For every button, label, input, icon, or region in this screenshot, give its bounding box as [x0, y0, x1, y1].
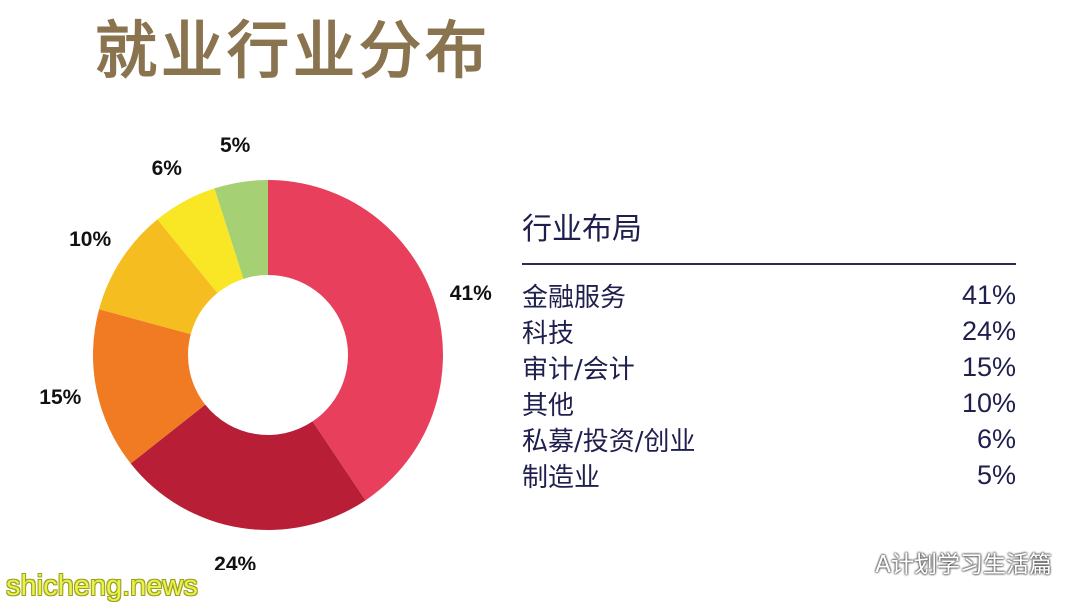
- legend-name: 其他: [522, 390, 575, 421]
- donut-slice: [130, 404, 366, 530]
- legend-row: 审计/会计 15%: [522, 349, 1016, 385]
- wechat-icon: [836, 550, 869, 573]
- legend-value: 10%: [961, 387, 1016, 418]
- donut-slice: [92, 309, 206, 464]
- page-title: 就业行业分布: [95, 14, 492, 87]
- legend-row: 制造业 5%: [522, 457, 1016, 493]
- slice-label: 6%: [152, 157, 183, 180]
- slice-label: 41%: [450, 282, 492, 305]
- legend-row: 金融服务 41%: [522, 277, 1016, 313]
- legend-row: 其他 10%: [522, 385, 1016, 421]
- legend: 行业布局 金融服务 41% 科技 24% 审计/会计 15% 其他 10% 私募…: [522, 205, 1016, 493]
- slice-label: 10%: [69, 228, 111, 251]
- legend-name: 审计/会计: [522, 354, 635, 385]
- donut-slice: [99, 219, 218, 335]
- legend-row: 私募/投资/创业 6%: [522, 421, 1016, 457]
- legend-name: 金融服务: [522, 282, 627, 313]
- account-name: A计划学习生活篇: [875, 552, 1052, 578]
- slice-label: 24%: [214, 553, 256, 570]
- legend-name: 私募/投资/创业: [522, 426, 696, 457]
- site-watermark: shicheng.news: [6, 570, 198, 602]
- legend-name: 科技: [522, 318, 575, 349]
- legend-value: 41%: [961, 279, 1016, 310]
- legend-value: 6%: [976, 423, 1016, 454]
- legend-name: 制造业: [522, 462, 601, 493]
- donut-slice: [214, 180, 268, 279]
- donut-slice: [157, 188, 244, 294]
- legend-row: 科技 24%: [522, 313, 1016, 349]
- legend-value: 15%: [961, 351, 1016, 382]
- donut-chart: 41% 24% 15% 10% 6% 5%: [39, 134, 492, 570]
- slice-label: 5%: [220, 134, 251, 157]
- account-watermark: A计划学习生活篇: [835, 545, 1052, 579]
- slice-label: 15%: [39, 386, 81, 409]
- legend-title: 行业布局: [522, 205, 1016, 265]
- donut-slice: [268, 180, 444, 501]
- legend-value: 5%: [976, 459, 1016, 490]
- legend-value: 24%: [961, 315, 1016, 346]
